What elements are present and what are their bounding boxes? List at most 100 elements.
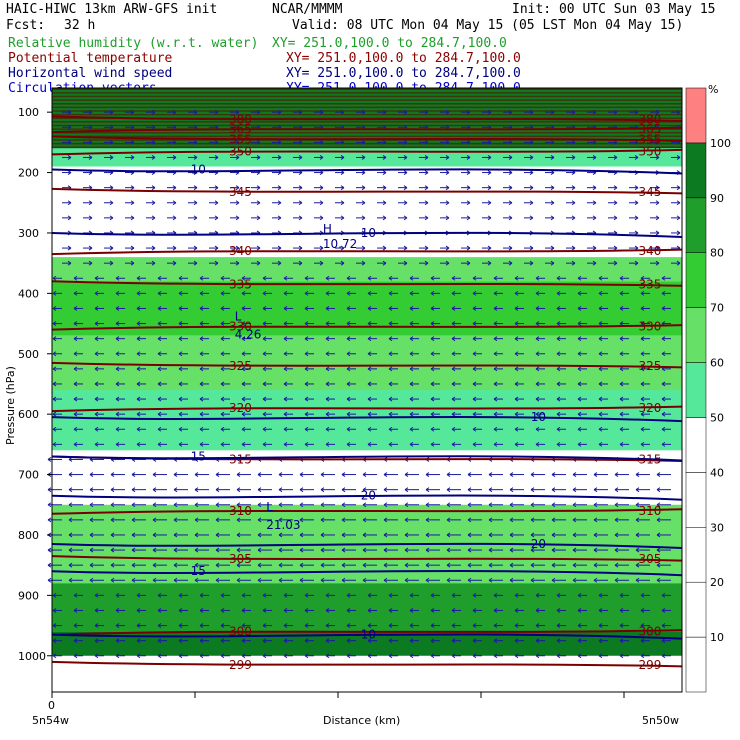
wind-vector-head (404, 532, 409, 538)
wind-vector-head (445, 215, 450, 221)
wind-vector-head (613, 200, 618, 206)
wind-vector-head (640, 653, 645, 659)
wind-vector-head (157, 426, 162, 432)
wind-vector-head (571, 245, 576, 251)
wind-vector-head (346, 275, 351, 281)
wind-vector-head (319, 200, 324, 206)
wind-vector-head (241, 290, 246, 296)
colorbar-segment (685, 527, 707, 583)
wind-vector-head (173, 517, 178, 523)
wind-vector-head (493, 321, 498, 326)
rh-band (52, 390, 682, 451)
wind-vector-head (598, 426, 603, 432)
wind-vector-head (367, 653, 372, 659)
wind-vector-head (115, 381, 120, 387)
wind-vector-head (241, 426, 246, 432)
wind-vector-head (530, 562, 535, 568)
valid-label: Valid: 08 UTC Mon 04 May 15 (05 LST Mon … (292, 18, 683, 33)
wind-vector-head (283, 396, 288, 402)
wind-vector-head (52, 592, 57, 598)
wind-vector-head (277, 245, 282, 251)
theta-contour (51, 361, 683, 369)
wind-vector-head (367, 321, 372, 326)
wind-vector-head (445, 155, 450, 160)
wind-vector-head (236, 532, 241, 538)
wind-vector-head (130, 124, 135, 130)
wind-vector-head (514, 441, 519, 447)
wind-vector-head (178, 411, 183, 417)
wind-vector-head (68, 562, 73, 568)
wind-vector-head (68, 487, 73, 493)
wind-vector-head (172, 215, 177, 221)
wind-vector-head (446, 532, 451, 538)
wind-vector-head (178, 623, 183, 628)
wind-vector-head (346, 411, 351, 417)
wind-vector-head (236, 577, 241, 583)
theta-contour (51, 508, 683, 515)
wind-vector-head (304, 306, 309, 311)
wind-vector-head (67, 200, 72, 206)
wind-vector-head (598, 381, 603, 387)
wind-vector-head (341, 577, 346, 583)
wind-vector-head (325, 608, 330, 613)
wind-vector-head (136, 351, 141, 357)
theta-label: 305 (639, 552, 662, 566)
wind-vector-head (403, 109, 408, 115)
wind-vector-head (409, 441, 414, 447)
wind-vector-head (278, 502, 283, 508)
wind-vector-head (320, 517, 325, 523)
wind-vector-head (556, 411, 561, 417)
wind-vector-head (283, 366, 288, 372)
wind-vector-head (451, 336, 456, 342)
wind-vector-head (262, 638, 267, 644)
wind-vector-head (367, 306, 372, 311)
wind-vector-head (235, 260, 240, 266)
wind-vector-head (346, 608, 351, 613)
wind-vector-head (304, 411, 309, 417)
wind-vector-head (215, 472, 220, 477)
wind-vector-head (298, 139, 303, 145)
wind-vector-head (236, 487, 241, 493)
wind-vector-head (661, 638, 666, 644)
y-tick-label: 700 (18, 469, 39, 482)
wind-vector-head (178, 366, 183, 372)
wind-vector-head (152, 517, 157, 523)
wind-vector-head (640, 336, 645, 342)
wind-vector-head (52, 441, 57, 447)
wind-vector-head (151, 109, 156, 115)
wind-vector-head (404, 517, 409, 523)
wind-vector-head (635, 472, 640, 477)
wind-vector-head (556, 653, 561, 659)
wind-vector-head (256, 215, 261, 221)
wind-vector-head (661, 608, 666, 613)
wind-vector-head (173, 562, 178, 568)
wind-vector-head (451, 351, 456, 357)
wind-vector-head (178, 592, 183, 598)
wind-vector-head (571, 185, 576, 191)
wind-vector-head (215, 532, 220, 538)
wind-vector-head (388, 592, 393, 598)
colorbar-segment (685, 362, 707, 418)
wind-vector-head (361, 109, 366, 115)
wind-vector-head (424, 200, 429, 206)
wind-vector-head (466, 155, 471, 160)
wind-vector-head (661, 411, 666, 417)
wind-vector-head (362, 472, 367, 477)
wind-vector-head (409, 592, 414, 598)
wind-vector-head (214, 185, 219, 191)
wind-vector-head (572, 517, 577, 523)
wind-vector-head (304, 366, 309, 372)
wind-vector-head (115, 275, 120, 281)
wind-vector-head (535, 653, 540, 659)
wind-vector-head (451, 366, 456, 372)
wind-vector-head (178, 336, 183, 342)
wind-vector-head (194, 472, 199, 477)
wind-vector-head (551, 517, 556, 523)
wind-vector-head (514, 351, 519, 357)
wind-vector-head (508, 200, 513, 206)
wind-vector-head (52, 623, 57, 628)
wind-vector-head (409, 366, 414, 372)
wind-vector-head (382, 109, 387, 115)
wind-vector-head (472, 653, 477, 659)
wind-vector-head (262, 321, 267, 326)
